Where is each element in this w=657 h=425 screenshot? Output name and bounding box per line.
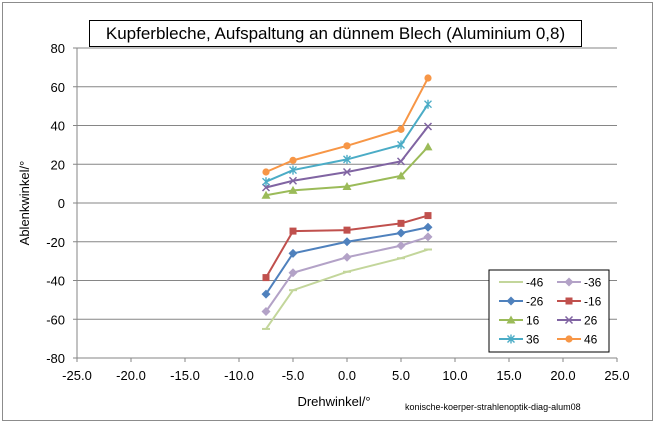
- data-point: [342, 182, 352, 191]
- series-36: [262, 99, 432, 187]
- data-point: [423, 122, 433, 131]
- x-tick-label: -5.0: [282, 368, 304, 383]
- data-point: [342, 252, 352, 262]
- series--26: [261, 222, 433, 299]
- data-point: [289, 165, 297, 175]
- legend-marker: [565, 297, 573, 305]
- series-layer: [261, 74, 433, 330]
- data-point: [397, 140, 405, 150]
- legend: -46 -36 -26 -16 16 26 36 46: [488, 269, 610, 353]
- data-point: [424, 212, 432, 220]
- data-point: [262, 274, 270, 282]
- data-point: [397, 125, 405, 133]
- legend-marker: [565, 335, 573, 343]
- data-point: [423, 142, 433, 151]
- data-point: [396, 157, 406, 166]
- chart-title: Kupferbleche, Aufspaltung an dünnem Blec…: [89, 20, 582, 47]
- x-tick-label: 15.0: [496, 368, 521, 383]
- legend-label: -36: [584, 276, 602, 290]
- data-point: [424, 99, 432, 109]
- data-point: [261, 190, 271, 199]
- x-tick-label: 20.0: [550, 368, 575, 383]
- series-26: [261, 122, 433, 192]
- y-tick-label: 80: [51, 41, 65, 56]
- data-point: [288, 248, 298, 258]
- y-tick-label: -60: [46, 312, 65, 327]
- x-tick-labels: -25.0 -20.0 -15.0 -10.0 -5.0 0.0 5.0 10.0 15.0 20…: [62, 358, 630, 383]
- y-tick-label: -40: [46, 274, 65, 289]
- legend-label: -46: [526, 276, 544, 290]
- data-point: [288, 176, 298, 185]
- legend-marker: [564, 315, 574, 325]
- x-axis-label: Drehwinkel/°: [297, 394, 370, 409]
- legend-item-16: 16: [499, 314, 540, 328]
- data-point: [342, 167, 352, 177]
- y-tick-label: 40: [51, 119, 65, 134]
- data-point: [343, 226, 351, 234]
- data-point: [343, 154, 351, 164]
- legend-label: 36: [526, 333, 540, 347]
- data-point: [343, 142, 351, 150]
- legend-item-46: 46: [557, 333, 598, 347]
- y-tick-label: -20: [46, 235, 65, 250]
- legend-item--16: -16: [557, 295, 602, 309]
- legend-item--36: -36: [557, 276, 602, 290]
- legend-marker: [507, 334, 515, 344]
- data-point: [397, 219, 405, 227]
- x-tick-label: 25.0: [604, 368, 629, 383]
- chart-caption: konische-koerper-strahlenoptik-diag-alum…: [405, 402, 581, 412]
- legend-label: 16: [526, 314, 540, 328]
- data-point: [261, 289, 271, 299]
- data-point: [288, 268, 298, 278]
- series-16: [261, 142, 433, 199]
- legend-marker: [506, 296, 516, 306]
- legend-label: 46: [584, 333, 598, 347]
- x-tick-label: 5.0: [392, 368, 410, 383]
- x-tick-label: -10.0: [224, 368, 254, 383]
- y-tick-label: 60: [51, 80, 65, 95]
- y-tick-labels: 80 60 40 20 0 -20 -40 -60 -80: [46, 41, 77, 366]
- data-point: [396, 241, 406, 251]
- series--36: [261, 232, 433, 316]
- data-point: [423, 232, 433, 242]
- data-point: [289, 156, 297, 164]
- legend-item-26: 26: [557, 314, 598, 328]
- data-point: [261, 307, 271, 316]
- x-tick-label: 10.0: [442, 368, 467, 383]
- data-point: [262, 177, 270, 187]
- legend-label: -16: [584, 295, 602, 309]
- series-46: [262, 74, 432, 176]
- data-point: [261, 183, 271, 192]
- legend-item-36: 36: [499, 333, 540, 347]
- x-tick-label: 0.0: [338, 368, 356, 383]
- series--46: [262, 248, 432, 330]
- legend-marker: [564, 277, 574, 287]
- data-point: [423, 222, 433, 232]
- y-tick-label: -80: [46, 351, 65, 366]
- series--16: [262, 212, 432, 282]
- data-point: [289, 227, 297, 235]
- y-tick-label: 20: [51, 157, 65, 172]
- data-point: [342, 237, 352, 247]
- x-tick-label: -20.0: [116, 368, 146, 383]
- x-tick-label: -25.0: [62, 368, 92, 383]
- legend-item--46: -46: [499, 276, 544, 290]
- chart-frame: Kupferbleche, Aufspaltung an dünnem Blec…: [2, 2, 653, 421]
- data-point: [396, 228, 406, 238]
- data-point: [396, 171, 406, 180]
- data-point: [424, 74, 432, 82]
- y-axis-label: Ablenkwinkel/°: [17, 161, 32, 246]
- data-point: [288, 185, 298, 194]
- legend-item--26: -26: [499, 295, 544, 309]
- x-tick-label: -15.0: [170, 368, 200, 383]
- y-tick-label: 0: [58, 196, 65, 211]
- legend-label: -26: [526, 295, 544, 309]
- legend-label: 26: [584, 314, 598, 328]
- data-point: [262, 168, 270, 176]
- legend-marker: [506, 315, 516, 324]
